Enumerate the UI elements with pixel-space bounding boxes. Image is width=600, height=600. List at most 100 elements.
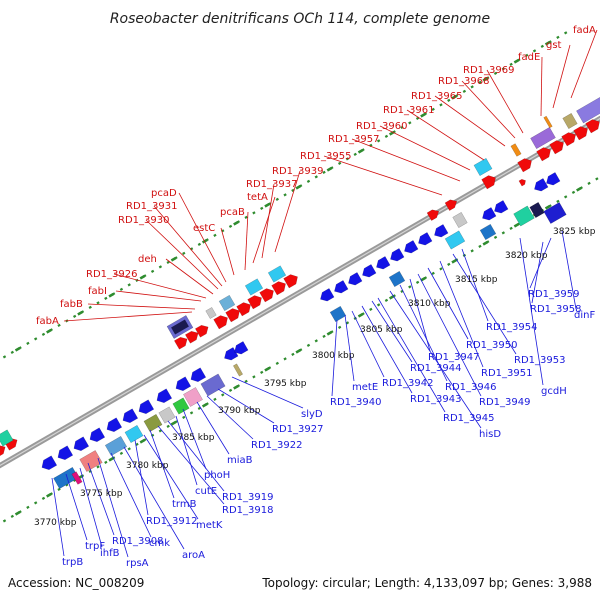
- tick-dot-upper: [104, 296, 108, 300]
- tick-dot-lower-major: [326, 330, 333, 336]
- tick-dot-upper-major: [513, 58, 520, 64]
- forward-leader-line: [461, 80, 516, 139]
- tick-dot-upper: [275, 197, 279, 201]
- forward-leader-line: [406, 109, 485, 161]
- forward-gene-label: fabA: [36, 316, 59, 327]
- reverse-gene-label: RD1_3922: [251, 440, 302, 451]
- tick-dot-lower: [34, 501, 38, 505]
- tick-dot-lower: [314, 339, 318, 343]
- reverse-gene-label: RD1_3919: [222, 492, 273, 503]
- forward-gene-arrow: [225, 308, 240, 323]
- reverse-gene-arrow: [418, 232, 433, 246]
- kbp-layer: 3770 kbp 3775 kbp 3780 kbp 3785 kbp 3790 kbp…: [34, 227, 596, 528]
- tick-dot-lower: [337, 325, 342, 329]
- reverse-gene-box: [388, 270, 406, 288]
- tick-dot-lower: [595, 177, 599, 181]
- reverse-gene-arrow: [404, 240, 419, 254]
- tick-dot-lower: [96, 465, 100, 469]
- tick-dot-upper-major: [451, 94, 457, 100]
- forward-gene-box: [0, 429, 14, 447]
- reverse-leader-line: [531, 241, 544, 304]
- reverse-leader-line: [399, 284, 448, 382]
- forward-leader-line: [145, 219, 219, 290]
- forward-gene-box: [205, 307, 217, 319]
- tick-dot-upper: [478, 80, 482, 84]
- forward-gene-label: fabI: [88, 286, 107, 297]
- reverse-gene-label: trmB: [172, 499, 197, 510]
- tick-dot-lower-major: [482, 240, 489, 246]
- kbp-tick-label: 3770 kbp: [34, 518, 77, 528]
- tick-dot-upper: [376, 139, 381, 143]
- reverse-gene-label: phoH: [204, 470, 230, 481]
- tick-dot-upper: [415, 116, 420, 120]
- tick-dot-upper: [439, 103, 443, 107]
- forward-gene-arrow: [444, 199, 458, 211]
- kbp-tick-label: 3795 kbp: [264, 379, 307, 389]
- reverse-gene-label: slyD: [301, 409, 323, 420]
- reverse-leader-line: [389, 290, 482, 429]
- tick-dot-lower-major: [108, 456, 115, 462]
- tick-dot-lower-major: [139, 438, 146, 444]
- tick-dot-upper: [306, 179, 311, 183]
- leader-layer: [51, 30, 598, 558]
- tick-dot-upper-major: [357, 148, 364, 154]
- forward-gene-label: fadE: [518, 52, 540, 63]
- forward-gene-arrow: [0, 445, 6, 457]
- tick-dot-upper: [596, 14, 598, 15]
- forward-gene-arrow: [573, 126, 588, 141]
- tick-dot-lower: [556, 199, 560, 203]
- tick-dot-upper-major: [77, 310, 83, 316]
- tick-dot-upper: [252, 211, 256, 215]
- forward-gene-label: RD1_3926: [86, 269, 137, 280]
- tick-dot-upper-major: [420, 112, 426, 118]
- forward-leader-line: [486, 69, 524, 134]
- reverse-leader-line: [134, 439, 149, 516]
- forward-gene-arrow: [184, 330, 199, 344]
- forward-gene-box: [267, 265, 287, 283]
- tick-dot-lower: [447, 262, 451, 266]
- reverse-gene-label: gcdH: [541, 386, 567, 397]
- forward-gene-arrow: [561, 132, 576, 147]
- forward-leader-line: [274, 170, 301, 253]
- reverse-leader-line: [110, 452, 152, 538]
- tick-dot-lower: [119, 451, 124, 455]
- tick-dot-lower-major: [544, 204, 551, 210]
- kbp-tick-label: 3800 kbp: [312, 351, 355, 361]
- forward-leader-line: [115, 290, 202, 302]
- forward-gene-label: RD1_3937: [246, 179, 297, 190]
- reverse-gene-box: [71, 471, 83, 485]
- reverse-gene-box: [79, 450, 103, 472]
- forward-leader-line: [113, 273, 207, 299]
- reverse-gene-arrow: [41, 455, 58, 471]
- reverse-gene-label: ihfB: [100, 548, 120, 559]
- forward-gene-arrow: [517, 158, 532, 173]
- reverse-gene-arrow: [534, 178, 549, 192]
- reverse-leader-line: [331, 319, 338, 397]
- reverse-gene-label: RD1_3908: [112, 536, 163, 547]
- tick-dot-upper: [322, 170, 326, 174]
- forward-leader-line: [178, 192, 227, 283]
- tick-dot-lower: [213, 397, 217, 401]
- accession-text: Accession: NC_008209: [8, 576, 144, 590]
- forward-leader-line: [153, 205, 223, 287]
- tick-dot-upper-major: [46, 328, 52, 334]
- forward-leader-line: [261, 183, 275, 259]
- reverse-leader-line: [377, 297, 446, 413]
- reverse-leader-line: [182, 408, 207, 470]
- reverse-leader-line: [452, 253, 517, 355]
- reverse-gene-arrow: [156, 388, 173, 404]
- tick-dot-lower-major: [576, 186, 582, 192]
- reverse-gene-arrow: [190, 367, 207, 383]
- forward-gene-label: RD1_3961: [383, 105, 434, 116]
- tick-dot-upper: [532, 49, 537, 53]
- reverse-gene-label: RD1_3944: [410, 363, 461, 374]
- tick-dot-lower-major: [513, 222, 520, 228]
- reverse-leader-line: [123, 446, 185, 550]
- reverse-leader-line: [417, 273, 482, 397]
- reverse-gene-box: [158, 406, 176, 424]
- tick-dot-upper-major: [139, 274, 146, 280]
- tick-dot-lower: [41, 496, 46, 500]
- kbp-tick-label: 3790 kbp: [218, 406, 261, 416]
- forward-leader-line: [63, 311, 193, 322]
- reverse-gene-arrow: [482, 207, 497, 221]
